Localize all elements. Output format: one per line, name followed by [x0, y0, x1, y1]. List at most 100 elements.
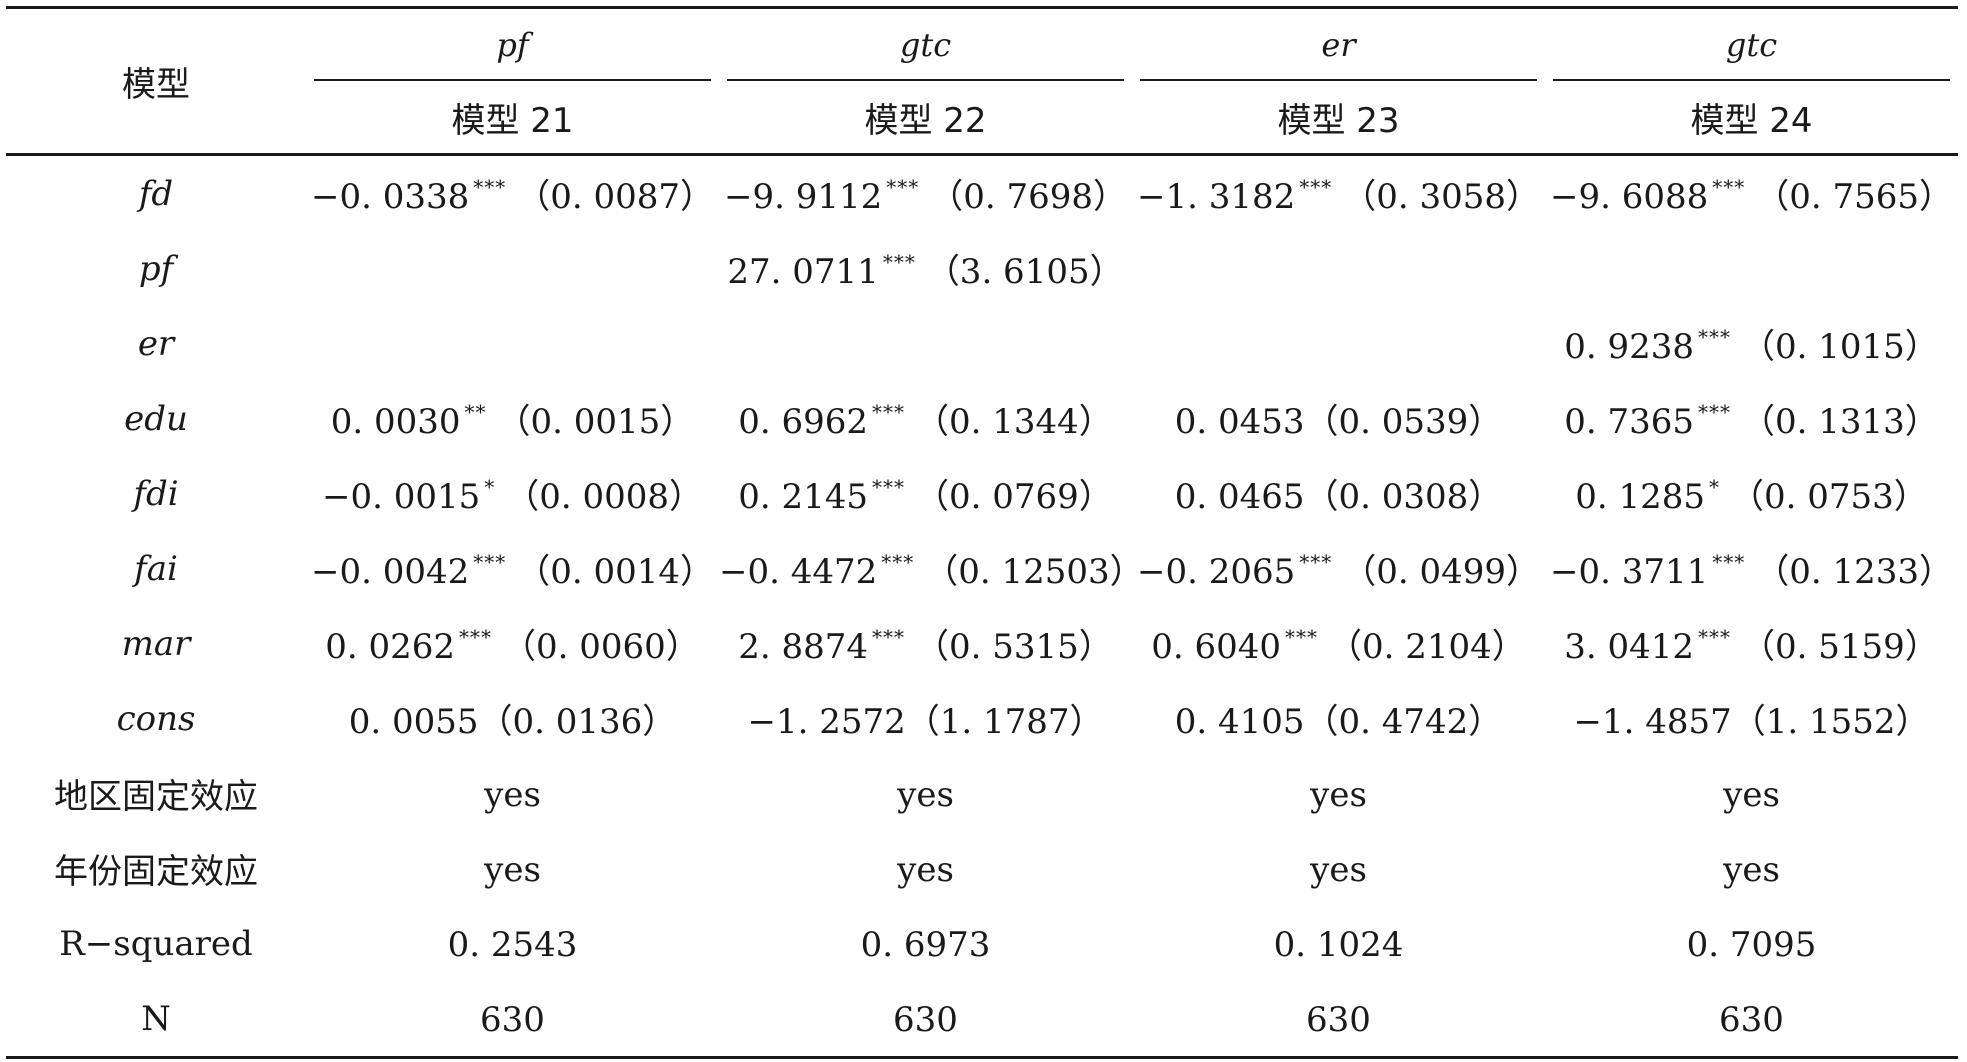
row-label: er: [137, 323, 175, 364]
significance-stars: ***: [881, 550, 915, 574]
table-cell: 0. 2543: [306, 906, 719, 981]
coefficient: −1. 3182: [1136, 177, 1296, 217]
table-cell: −1. 4857（1. 1552）: [1545, 681, 1958, 756]
table-cell: −1. 3182 *** （0. 3058）: [1132, 155, 1545, 232]
standard-error: （0. 0060）: [502, 627, 700, 667]
table-body: fd −0. 0338 *** （0. 0087） −9. 9112 *** （0. 769…: [6, 155, 1958, 1059]
coefficient: 0. 0453: [1174, 402, 1305, 442]
coefficient: 630: [480, 999, 545, 1040]
standard-error: （0. 0136）: [478, 702, 677, 742]
table-row: N 630 630 630 630: [6, 981, 1958, 1059]
table-cell: 0. 0453（0. 0539）: [1132, 381, 1545, 456]
coefficient: 2. 8874: [738, 627, 868, 667]
table-cell: 0. 0465（0. 0308）: [1132, 456, 1545, 531]
table-cell: yes: [1545, 756, 1958, 831]
table-cell: yes: [306, 756, 719, 831]
standard-error: （0. 2104）: [1328, 627, 1526, 667]
significance-stars: ***: [473, 175, 507, 199]
significance-stars: ***: [1299, 175, 1333, 199]
table-cell: 0. 1285 * （0. 0753）: [1545, 456, 1958, 531]
table-cell: 0. 1024: [1132, 906, 1545, 981]
table-row: mar 0. 0262 *** （0. 0060） 2. 8874 *** （0. 5315…: [6, 606, 1958, 681]
table-cell: [1132, 306, 1545, 381]
standard-error: （0. 0014）: [516, 552, 715, 592]
standard-error: （0. 7698）: [929, 177, 1128, 217]
table-row: 地区固定效应 yes yes yes yes: [6, 756, 1958, 831]
standard-error: （0. 4742）: [1304, 702, 1503, 742]
table-cell: 0. 9238 *** （0. 1015）: [1545, 306, 1958, 381]
dependent-var-header-4: gtc: [1545, 6, 1958, 81]
table-cell: −9. 6088 *** （0. 7565）: [1545, 155, 1958, 232]
table-cell: −9. 9112 *** （0. 7698）: [719, 155, 1132, 232]
standard-error: （0. 7565）: [1755, 177, 1954, 217]
coefficient: 630: [893, 999, 958, 1040]
table-cell: yes: [719, 831, 1132, 906]
dependent-var-label: gtc: [899, 26, 952, 64]
table-cell: 630: [306, 981, 719, 1059]
dependent-var-label: gtc: [1725, 26, 1778, 64]
table-cell: yes: [1132, 756, 1545, 831]
coefficient: yes: [1310, 849, 1367, 890]
row-label: N: [6, 981, 306, 1059]
significance-stars: ***: [473, 550, 507, 574]
table-cell: 0. 6040 *** （0. 2104）: [1132, 606, 1545, 681]
significance-stars: ***: [882, 250, 916, 274]
coefficient: −0. 4472: [719, 552, 878, 592]
table-cell: 3. 0412 *** （0. 5159）: [1545, 606, 1958, 681]
table-cell: 2. 8874 *** （0. 5315）: [719, 606, 1132, 681]
standard-error: （0. 12503）: [924, 552, 1132, 592]
coefficient: −0. 0015: [321, 477, 481, 517]
standard-error: （0. 3058）: [1342, 177, 1541, 217]
coefficient: 0. 2543: [447, 924, 578, 965]
table-cell: 0. 2145 *** （0. 0769）: [719, 456, 1132, 531]
coefficient: 0. 4105: [1174, 702, 1305, 742]
table-cell: −1. 2572（1. 1787）: [719, 681, 1132, 756]
table-row: R−squared 0. 2543 0. 6973 0. 1024 0. 7095: [6, 906, 1958, 981]
row-label: R−squared: [59, 923, 253, 964]
row-label: pf: [138, 248, 174, 289]
coefficient: 0. 0465: [1174, 477, 1305, 517]
coefficient: 0. 9238: [1564, 327, 1694, 367]
coefficient: 0. 2145: [738, 477, 868, 517]
coefficient: −9. 6088: [1549, 177, 1709, 217]
standard-error: （1. 1787）: [905, 702, 1104, 742]
table-cell: −0. 0338 *** （0. 0087）: [306, 155, 719, 232]
standard-error: （0. 1344）: [915, 402, 1113, 442]
table-cell: −0. 4472 *** （0. 12503）: [719, 531, 1132, 606]
coefficient: −0. 0338: [310, 177, 470, 217]
table-row: fd −0. 0338 *** （0. 0087） −9. 9112 *** （0. 769…: [6, 155, 1958, 232]
regression-table: 模型 pf gtc er gtc: [6, 6, 1958, 1059]
table-cell: 0. 0262 *** （0. 0060）: [306, 606, 719, 681]
table-cell: 0. 0030 ** （0. 0015）: [306, 381, 719, 456]
table-cell: 630: [719, 981, 1132, 1059]
coefficient: 630: [1306, 999, 1371, 1040]
coefficient: yes: [484, 849, 541, 890]
coefficient: 0. 0055: [348, 702, 479, 742]
coefficient: 0. 1024: [1273, 924, 1404, 965]
standard-error: （0. 1015）: [1741, 327, 1939, 367]
significance-stars: ***: [1698, 400, 1731, 424]
standard-error: （0. 0539）: [1304, 402, 1503, 442]
dependent-var-label: pf: [496, 26, 529, 64]
row-label: fai: [134, 548, 178, 589]
model-name-header-3: 模型 23: [1132, 81, 1545, 156]
significance-stars: **: [464, 400, 487, 424]
row-label: 年份固定效应: [54, 852, 258, 892]
significance-stars: ***: [1299, 550, 1333, 574]
significance-stars: ***: [1698, 625, 1731, 649]
row-label: fd: [138, 173, 174, 214]
table-row: pf 27. 0711 *** （3. 6105）: [6, 231, 1958, 306]
table-row: cons 0. 0055（0. 0136） −1. 2572（1. 1787） 0. …: [6, 681, 1958, 756]
header-row-dependent: 模型 pf gtc er gtc: [6, 6, 1958, 156]
standard-error: （0. 5159）: [1741, 627, 1939, 667]
coefficient: −0. 0042: [310, 552, 470, 592]
coefficient: 0. 1285: [1575, 477, 1705, 517]
dependent-var-header-2: gtc: [719, 6, 1132, 81]
coefficient: −0. 2065: [1136, 552, 1296, 592]
coefficient: −9. 9112: [723, 177, 883, 217]
coefficient: −1. 4857: [1573, 702, 1732, 742]
significance-stars: ***: [1698, 325, 1731, 349]
table-cell: 0. 6962 *** （0. 1344）: [719, 381, 1132, 456]
dependent-var-header-3: er: [1132, 6, 1545, 81]
